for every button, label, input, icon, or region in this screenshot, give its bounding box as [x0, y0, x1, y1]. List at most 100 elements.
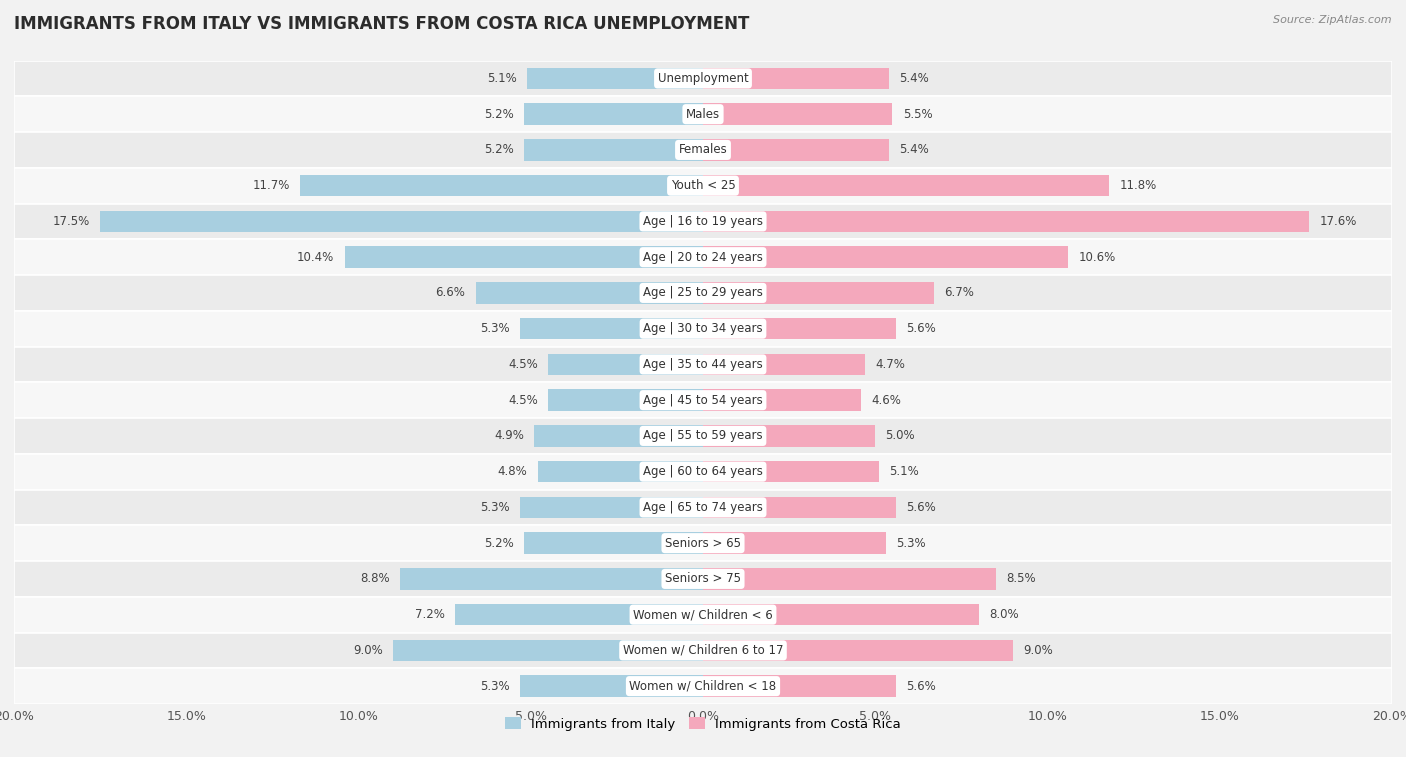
- Text: 6.6%: 6.6%: [436, 286, 465, 300]
- Text: 5.6%: 5.6%: [907, 680, 936, 693]
- Bar: [520, 675, 703, 697]
- Bar: [703, 604, 979, 625]
- Text: 8.0%: 8.0%: [988, 608, 1018, 621]
- Bar: [14, 561, 1392, 597]
- Bar: [392, 640, 703, 661]
- Bar: [548, 354, 703, 375]
- Bar: [14, 168, 1392, 204]
- Bar: [703, 354, 865, 375]
- Bar: [703, 247, 1069, 268]
- Text: Unemployment: Unemployment: [658, 72, 748, 85]
- Text: 5.4%: 5.4%: [900, 72, 929, 85]
- Text: 4.9%: 4.9%: [494, 429, 524, 442]
- Text: 5.6%: 5.6%: [907, 322, 936, 335]
- Legend: Immigrants from Italy, Immigrants from Costa Rica: Immigrants from Italy, Immigrants from C…: [499, 712, 907, 736]
- Text: 17.5%: 17.5%: [52, 215, 90, 228]
- Text: 6.7%: 6.7%: [945, 286, 974, 300]
- Text: 11.8%: 11.8%: [1119, 179, 1157, 192]
- Bar: [703, 497, 896, 518]
- Bar: [703, 210, 1309, 232]
- Bar: [703, 640, 1012, 661]
- Bar: [100, 210, 703, 232]
- Bar: [456, 604, 703, 625]
- Text: 5.3%: 5.3%: [481, 322, 510, 335]
- Text: 10.6%: 10.6%: [1078, 251, 1116, 263]
- Bar: [14, 633, 1392, 668]
- Bar: [703, 532, 886, 554]
- Text: 5.5%: 5.5%: [903, 107, 932, 120]
- Bar: [14, 597, 1392, 633]
- Bar: [520, 318, 703, 339]
- Bar: [703, 175, 1109, 196]
- Text: 7.2%: 7.2%: [415, 608, 444, 621]
- Text: 5.6%: 5.6%: [907, 501, 936, 514]
- Bar: [14, 311, 1392, 347]
- Text: Youth < 25: Youth < 25: [671, 179, 735, 192]
- Bar: [14, 668, 1392, 704]
- Bar: [703, 282, 934, 304]
- Bar: [548, 389, 703, 411]
- Text: 4.5%: 4.5%: [508, 394, 537, 407]
- Text: IMMIGRANTS FROM ITALY VS IMMIGRANTS FROM COSTA RICA UNEMPLOYMENT: IMMIGRANTS FROM ITALY VS IMMIGRANTS FROM…: [14, 15, 749, 33]
- Text: Age | 60 to 64 years: Age | 60 to 64 years: [643, 465, 763, 478]
- Text: Source: ZipAtlas.com: Source: ZipAtlas.com: [1274, 15, 1392, 25]
- Text: 5.1%: 5.1%: [889, 465, 918, 478]
- Bar: [703, 461, 879, 482]
- Bar: [14, 525, 1392, 561]
- Text: Age | 30 to 34 years: Age | 30 to 34 years: [643, 322, 763, 335]
- Text: Women w/ Children < 6: Women w/ Children < 6: [633, 608, 773, 621]
- Text: Age | 45 to 54 years: Age | 45 to 54 years: [643, 394, 763, 407]
- Text: 5.4%: 5.4%: [900, 143, 929, 157]
- Text: Seniors > 75: Seniors > 75: [665, 572, 741, 585]
- Bar: [14, 61, 1392, 96]
- Bar: [703, 67, 889, 89]
- Bar: [14, 96, 1392, 132]
- Bar: [703, 675, 896, 697]
- Text: 8.8%: 8.8%: [360, 572, 389, 585]
- Bar: [524, 104, 703, 125]
- Text: 5.2%: 5.2%: [484, 537, 513, 550]
- Text: Age | 16 to 19 years: Age | 16 to 19 years: [643, 215, 763, 228]
- Text: Age | 25 to 29 years: Age | 25 to 29 years: [643, 286, 763, 300]
- Text: 5.3%: 5.3%: [481, 680, 510, 693]
- Bar: [344, 247, 703, 268]
- Text: 9.0%: 9.0%: [353, 644, 382, 657]
- Bar: [527, 67, 703, 89]
- Text: 8.5%: 8.5%: [1007, 572, 1036, 585]
- Bar: [524, 532, 703, 554]
- Bar: [14, 453, 1392, 490]
- Text: Women w/ Children 6 to 17: Women w/ Children 6 to 17: [623, 644, 783, 657]
- Bar: [703, 104, 893, 125]
- Text: 17.6%: 17.6%: [1320, 215, 1357, 228]
- Text: Age | 35 to 44 years: Age | 35 to 44 years: [643, 358, 763, 371]
- Bar: [703, 318, 896, 339]
- Text: Age | 65 to 74 years: Age | 65 to 74 years: [643, 501, 763, 514]
- Bar: [534, 425, 703, 447]
- Bar: [520, 497, 703, 518]
- Text: Females: Females: [679, 143, 727, 157]
- Text: 5.3%: 5.3%: [481, 501, 510, 514]
- Text: 11.7%: 11.7%: [252, 179, 290, 192]
- Bar: [703, 139, 889, 160]
- Bar: [14, 275, 1392, 311]
- Text: Seniors > 65: Seniors > 65: [665, 537, 741, 550]
- Bar: [14, 204, 1392, 239]
- Bar: [703, 425, 875, 447]
- Text: 4.5%: 4.5%: [508, 358, 537, 371]
- Bar: [475, 282, 703, 304]
- Bar: [524, 139, 703, 160]
- Bar: [703, 389, 862, 411]
- Bar: [299, 175, 703, 196]
- Text: 5.2%: 5.2%: [484, 143, 513, 157]
- Bar: [14, 239, 1392, 275]
- Bar: [14, 490, 1392, 525]
- Text: Women w/ Children < 18: Women w/ Children < 18: [630, 680, 776, 693]
- Text: 9.0%: 9.0%: [1024, 644, 1053, 657]
- Bar: [14, 418, 1392, 453]
- Bar: [14, 347, 1392, 382]
- Bar: [537, 461, 703, 482]
- Text: 5.1%: 5.1%: [488, 72, 517, 85]
- Bar: [14, 382, 1392, 418]
- Text: 4.6%: 4.6%: [872, 394, 901, 407]
- Text: Age | 20 to 24 years: Age | 20 to 24 years: [643, 251, 763, 263]
